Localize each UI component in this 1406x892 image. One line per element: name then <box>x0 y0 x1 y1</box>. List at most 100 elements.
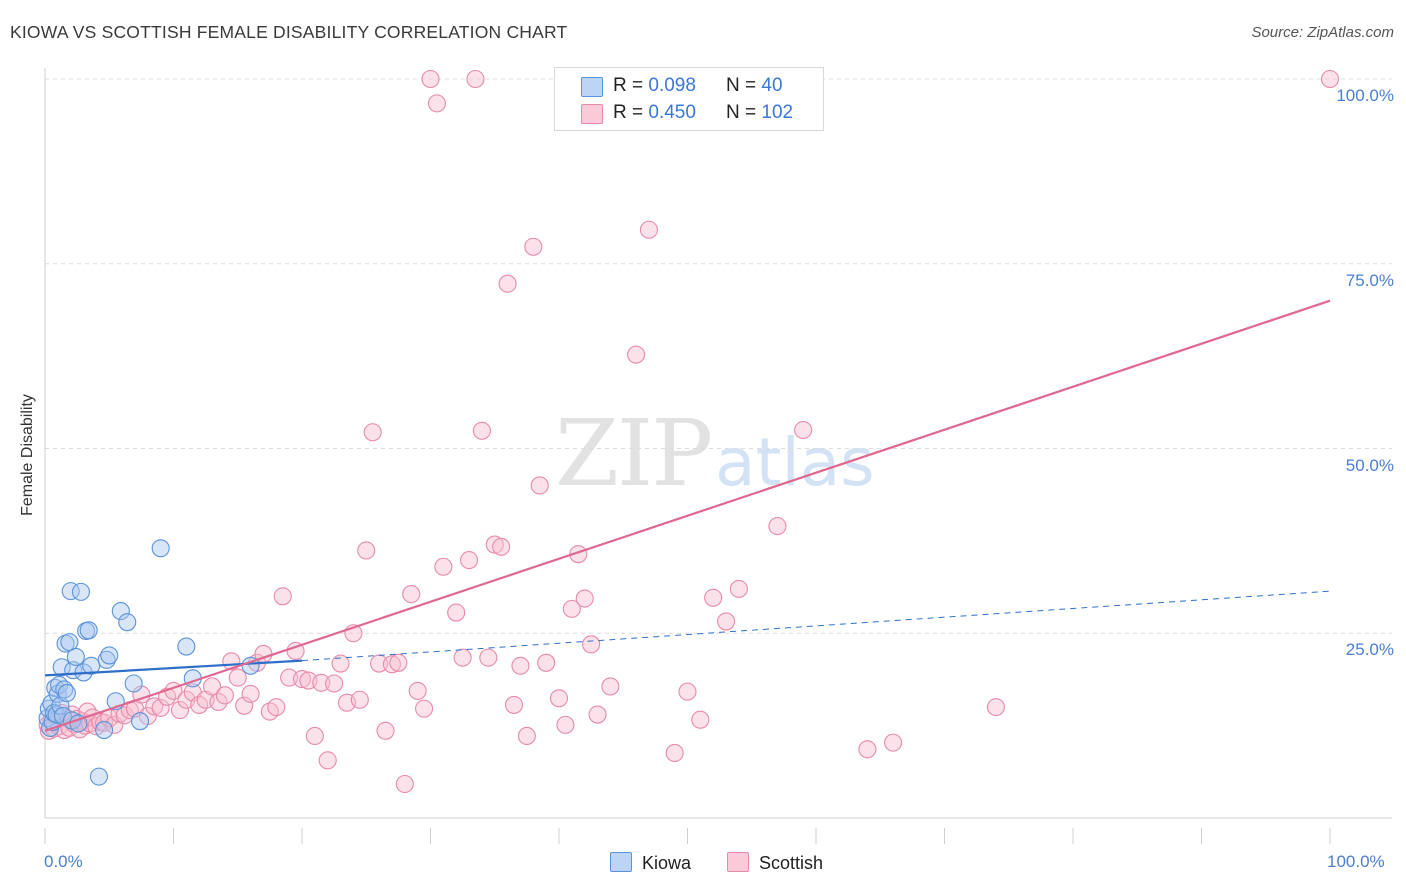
scottish-point-52 <box>286 641 305 661</box>
kiowa-point-11 <box>52 658 71 677</box>
scottish-point-85 <box>504 695 524 714</box>
scottish-point-108 <box>768 517 787 536</box>
kiowa-point-32 <box>111 602 130 621</box>
scottish-point-40 <box>209 692 228 712</box>
scottish-point-93 <box>562 599 581 618</box>
stats-legend: R = 0.098 N = 40 R = 0.450 N = 102 <box>554 67 824 131</box>
scottish-n-value: 102 <box>761 102 794 123</box>
scottish-points <box>38 69 1340 794</box>
kiowa-point-30 <box>100 646 119 665</box>
scottish-point-86 <box>511 656 530 675</box>
scottish-point-89 <box>530 476 549 495</box>
scottish-point-49 <box>267 698 286 717</box>
scottish-point-31 <box>151 698 170 717</box>
kiowa-point-36 <box>151 539 170 558</box>
y-tick-100: 100.0% <box>1336 86 1394 105</box>
scottish-point-77 <box>453 648 472 667</box>
scottish-point-55 <box>305 726 324 746</box>
scottish-point-113 <box>1320 69 1340 89</box>
x-tick-min: 0.0% <box>44 852 83 871</box>
bottom-legend-scottish: Scottish <box>727 852 823 874</box>
y-tick-50: 50.0% <box>1345 455 1394 475</box>
scottish-n-label: N = <box>726 102 762 123</box>
scottish-point-59 <box>331 654 350 673</box>
scottish-point-72 <box>415 699 434 718</box>
scottish-point-99 <box>627 345 646 364</box>
scottish-point-53 <box>292 670 312 689</box>
scottish-point-67 <box>382 655 402 674</box>
kiowa-point-37 <box>177 637 196 656</box>
y-tick-75: 75.0% <box>1345 270 1394 290</box>
scottish-r-label: R = <box>613 102 649 123</box>
bottom-kiowa-swatch <box>610 852 632 872</box>
scottish-point-25 <box>115 706 134 725</box>
scottish-point-90 <box>537 653 556 672</box>
scottish-point-62 <box>350 690 369 709</box>
scottish-point-100 <box>639 220 659 239</box>
kiowa-point-22 <box>71 582 91 601</box>
kiowa-n-value: 40 <box>761 75 783 96</box>
scottish-swatch <box>581 104 603 124</box>
scottish-point-43 <box>228 668 247 687</box>
kiowa-point-26 <box>82 656 101 675</box>
trend-lines <box>44 299 1331 732</box>
scottish-point-110 <box>858 740 877 759</box>
scottish-point-39 <box>203 677 222 696</box>
kiowa-point-33 <box>118 613 137 632</box>
bottom-legend-kiowa: Kiowa <box>610 852 691 874</box>
scottish-point-102 <box>678 682 697 701</box>
kiowa-points <box>38 539 260 786</box>
y-tick-25: 25.0% <box>1345 640 1394 660</box>
kiowa-point-27 <box>89 767 109 786</box>
kiowa-point-25 <box>79 621 98 640</box>
scottish-point-75 <box>434 557 453 576</box>
scottish-point-106 <box>729 579 748 598</box>
scottish-point-56 <box>312 673 331 692</box>
scottish-point-88 <box>524 237 543 256</box>
scottish-point-103 <box>691 710 710 729</box>
scottish-point-76 <box>447 603 466 622</box>
scottish-point-79 <box>466 69 485 89</box>
scottish-point-84 <box>498 274 517 293</box>
scottish-point-69 <box>395 774 414 794</box>
kiowa-point-15 <box>57 684 76 703</box>
scottish-point-101 <box>665 743 684 763</box>
chart-title: KIOWA VS SCOTTISH FEMALE DISABILITY CORR… <box>10 22 568 42</box>
scottish-point-70 <box>402 585 421 604</box>
scottish-point-58 <box>325 674 344 693</box>
scottish-point-105 <box>716 612 736 631</box>
scottish-point-92 <box>556 715 575 734</box>
kiowa-trend-extension <box>301 590 1331 662</box>
kiowa-point-28 <box>95 721 114 740</box>
kiowa-trend-line <box>44 659 303 677</box>
watermark-zip: ZIP <box>555 400 713 507</box>
scottish-point-50 <box>273 587 292 606</box>
bottom-kiowa-label: Kiowa <box>642 853 692 873</box>
kiowa-point-17 <box>61 582 80 601</box>
scottish-point-30 <box>145 697 164 716</box>
scottish-point-81 <box>479 648 498 667</box>
bottom-scottish-label: Scottish <box>759 853 824 873</box>
bottom-scottish-swatch <box>727 852 749 872</box>
kiowa-point-20 <box>66 647 85 666</box>
scottish-point-74 <box>427 94 446 113</box>
scottish-point-68 <box>389 653 408 672</box>
scottish-point-96 <box>582 635 601 654</box>
source-credit: Source: ZipAtlas.com <box>1251 24 1394 41</box>
scottish-point-112 <box>986 698 1005 717</box>
kiowa-point-34 <box>124 674 143 693</box>
scottish-r-value: 0.450 <box>648 102 696 123</box>
kiowa-point-7 <box>47 705 66 724</box>
axes <box>44 68 1392 844</box>
scottish-point-87 <box>517 726 536 746</box>
kiowa-r-label: R = <box>613 75 649 96</box>
grid-lines <box>45 78 1392 634</box>
scottish-point-64 <box>363 423 382 442</box>
scottish-point-41 <box>215 686 234 705</box>
scottish-point-109 <box>794 420 813 440</box>
kiowa-point-35 <box>131 712 150 731</box>
kiowa-swatch <box>581 77 603 97</box>
scottish-point-63 <box>357 541 376 560</box>
scottish-point-80 <box>472 421 491 440</box>
